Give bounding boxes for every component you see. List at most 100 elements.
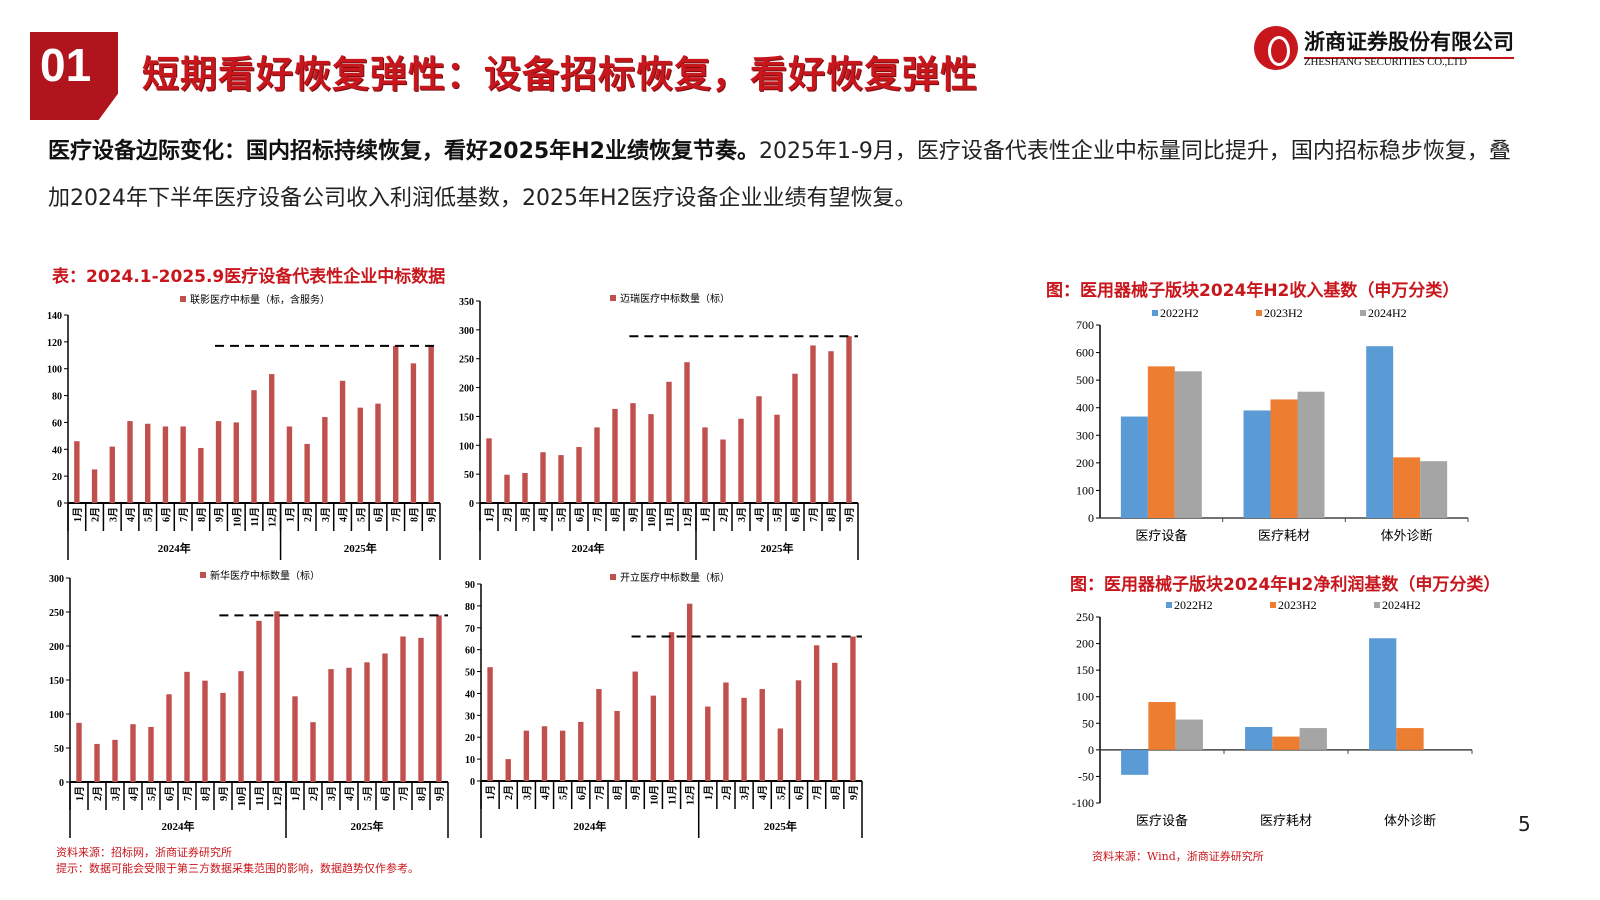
bar-2024H2: [1175, 719, 1203, 750]
x-tick-label: 2月: [90, 507, 102, 522]
x-tick-label: 6月: [794, 785, 806, 800]
y-tick-label: 60: [465, 646, 475, 657]
bar: [668, 632, 675, 781]
legend-swatch: [1166, 602, 1172, 608]
bar: [612, 408, 618, 503]
group-label: 2025年: [344, 541, 377, 555]
y-tick-label: 0: [470, 777, 475, 788]
x-tick-label: 4月: [338, 507, 350, 522]
group-label: 2025年: [761, 541, 794, 555]
right-source: 资料来源：Wind，浙商证券研究所: [1092, 850, 1264, 863]
x-tick-label: 1月: [290, 786, 302, 801]
x-tick-label: 2月: [92, 786, 104, 801]
bar: [810, 345, 816, 503]
bar: [702, 427, 708, 503]
bar-2022H2: [1245, 727, 1273, 750]
legend-label: 2022H2: [1160, 306, 1199, 320]
x-tick-label: 9月: [218, 786, 230, 801]
x-tick-label: 12月: [267, 507, 279, 527]
x-tick-label: 医疗耗材: [1258, 528, 1310, 543]
x-tick-label: 7月: [808, 507, 820, 522]
bar: [274, 611, 280, 782]
revenue-chart-title: 图：医用器械子版块2024年H2收入基数（申万分类）: [1046, 281, 1460, 301]
x-tick-label: 5月: [556, 507, 568, 522]
bar: [184, 671, 190, 782]
bar: [723, 682, 729, 781]
x-tick-label: 1月: [484, 507, 496, 522]
bar: [505, 759, 511, 781]
x-tick-label: 11月: [249, 507, 261, 526]
bar: [145, 423, 151, 503]
bar: [596, 689, 602, 781]
bar-2024H2: [1420, 461, 1448, 518]
bar: [233, 422, 239, 503]
x-tick-label: 6月: [373, 507, 385, 522]
y-tick-label: 0: [59, 778, 64, 789]
chart-6: -100 -50 0 50 100 150 200 250 2022H2 2023H2 2024H2…: [1072, 598, 1473, 828]
legend-swatch: [1152, 310, 1158, 316]
bar: [850, 636, 856, 781]
x-tick-label: 7月: [182, 786, 194, 801]
y-tick-label: 400: [1076, 401, 1094, 415]
legend-swatch: [610, 295, 616, 301]
bar: [759, 689, 765, 781]
y-tick-label: 0: [469, 499, 474, 510]
x-tick-label: 2月: [302, 507, 314, 522]
bar: [215, 421, 222, 503]
x-tick-label: 5月: [146, 786, 158, 801]
y-tick-label: 90: [465, 580, 475, 591]
bar-2022H2: [1366, 346, 1394, 518]
x-tick-label: 8月: [830, 785, 842, 800]
bar-2022H2: [1120, 416, 1148, 518]
y-tick-label: 70: [465, 624, 475, 635]
y-tick-label: 350: [459, 297, 474, 308]
bar: [720, 439, 726, 503]
y-tick-label: 120: [47, 338, 62, 349]
left-note: 提示：数据可能会受限于第三方数据采集范围的影响，数据趋势仅作参考。: [56, 862, 419, 875]
x-tick-label: 5月: [355, 507, 367, 522]
x-tick-label: 4月: [538, 507, 550, 522]
group-label: 2024年: [572, 541, 605, 555]
legend-swatch: [180, 296, 186, 302]
bar: [74, 441, 80, 503]
bar: [339, 380, 346, 503]
bar: [630, 403, 636, 503]
y-tick-label: 150: [459, 412, 474, 423]
x-tick-label: 11月: [254, 786, 266, 805]
x-tick-label: 体外诊断: [1384, 813, 1436, 828]
legend-label: 2023H2: [1264, 306, 1303, 320]
y-tick-label: 100: [1076, 483, 1094, 497]
bar: [418, 637, 424, 782]
bar: [614, 710, 620, 781]
y-tick-label: 100: [49, 710, 64, 721]
bar: [162, 426, 169, 503]
x-tick-label: 医疗耗材: [1260, 813, 1312, 828]
x-tick-label: 4月: [128, 786, 140, 801]
page-title: 短期看好恢复弹性：设备招标恢复，看好恢复弹性: [142, 53, 978, 96]
y-tick-label: 150: [49, 676, 64, 687]
legend-label: 新华医疗中标数量（标）: [210, 569, 320, 582]
bar: [774, 414, 780, 503]
bar: [166, 694, 172, 782]
legend-swatch: [1374, 602, 1380, 608]
bar: [130, 724, 136, 782]
x-tick-label: 医疗设备: [1135, 528, 1187, 543]
bar-2023H2: [1396, 728, 1424, 750]
bar: [202, 680, 208, 782]
chart-5: 0 100 200 300 400 500 600 700 2022H2 2023H2 2024H2…: [1076, 306, 1469, 543]
y-tick-label: 300: [1076, 428, 1094, 442]
group-label: 2024年: [162, 819, 195, 833]
x-tick-label: 8月: [196, 507, 208, 522]
bar: [594, 427, 600, 503]
x-tick-label: 9月: [214, 507, 226, 522]
bar: [686, 603, 693, 781]
x-tick-label: 5月: [558, 785, 570, 800]
bar: [346, 667, 352, 782]
y-tick-label: 200: [49, 642, 64, 653]
bar: [846, 336, 852, 503]
bar: [832, 662, 838, 781]
company-logo: 浙商证券股份有限公司 ZHESHANG SECURITIES CO.,LTD: [1254, 26, 1534, 76]
bar: [382, 653, 388, 782]
y-tick-label: 20: [465, 733, 475, 744]
